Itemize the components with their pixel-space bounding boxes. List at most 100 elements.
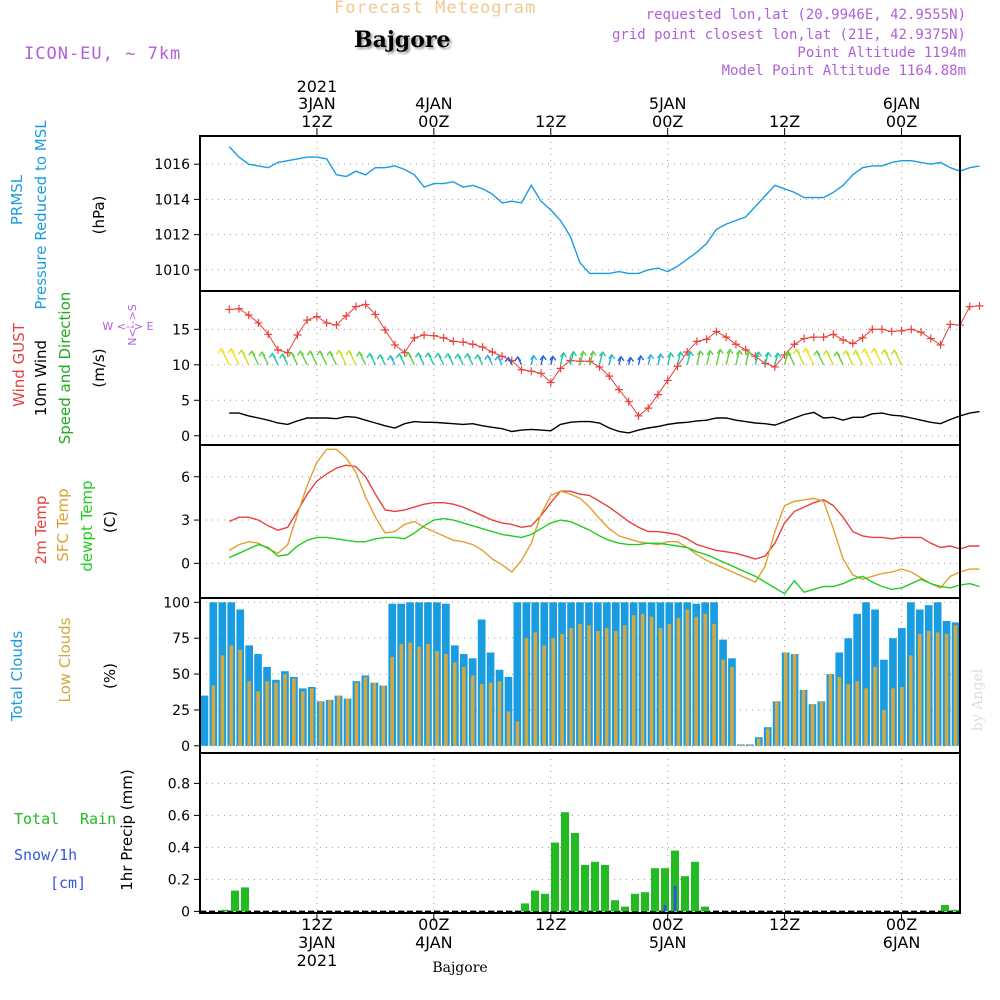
total-cloud-bar bbox=[209, 602, 218, 746]
low-cloud-bar bbox=[757, 738, 761, 746]
rain-bar bbox=[951, 909, 959, 912]
low-cloud-bar bbox=[372, 682, 377, 746]
low-cloud-bar bbox=[435, 651, 439, 746]
wind-arrow-head bbox=[268, 352, 276, 358]
gust-point bbox=[254, 318, 263, 327]
low-cloud-bar bbox=[301, 691, 305, 746]
gust-point bbox=[273, 345, 282, 354]
dewpt-line bbox=[228, 517, 980, 595]
total-rain-label: Total bbox=[14, 810, 59, 828]
gust-point bbox=[887, 327, 896, 336]
gust-point bbox=[478, 343, 487, 352]
wind-arrow-head bbox=[386, 354, 395, 361]
low-cloud-bar bbox=[229, 645, 234, 746]
y-tick-label: 10 bbox=[172, 358, 190, 374]
low-cloud-bar bbox=[256, 691, 260, 746]
panel-frame bbox=[199, 752, 961, 914]
rain-bar bbox=[521, 903, 529, 912]
wind-arrow-head bbox=[696, 349, 704, 356]
low-cloud-bar bbox=[622, 625, 627, 746]
time-label-top-day: 5JAN bbox=[649, 94, 687, 113]
gust-point bbox=[848, 339, 857, 348]
y-tick-label: 0.8 bbox=[168, 776, 190, 792]
gust-point bbox=[722, 333, 731, 342]
low-cloud-bar bbox=[506, 711, 511, 746]
wind-arrow bbox=[705, 350, 711, 365]
low-cloud-bar bbox=[909, 655, 913, 746]
low-cloud-bar bbox=[283, 674, 287, 746]
gust-point bbox=[332, 321, 341, 330]
y-tick-label: 0 bbox=[181, 739, 190, 755]
low-cloud-bar bbox=[694, 616, 698, 746]
gust-point bbox=[322, 318, 331, 327]
wind-arrow-head bbox=[579, 350, 587, 356]
gust-point bbox=[420, 331, 429, 339]
snow-label: Snow/1h bbox=[14, 846, 77, 864]
snow-bar bbox=[673, 885, 677, 912]
low-cloud-bar bbox=[792, 654, 797, 746]
y-tick-label: 50 bbox=[172, 667, 190, 683]
low-cloud-bar bbox=[542, 645, 546, 746]
wind-arrow-head bbox=[529, 354, 538, 361]
wind-arrow-head bbox=[735, 349, 743, 356]
time-label-bottom-day: 4JAN bbox=[415, 933, 453, 952]
sfc-temp-line bbox=[228, 448, 980, 589]
low-cloud-bar bbox=[426, 643, 430, 746]
snow-bar bbox=[663, 905, 667, 912]
gust-point bbox=[537, 369, 546, 378]
gust-point bbox=[605, 372, 614, 381]
low-cloud-bar bbox=[846, 684, 850, 746]
gust-point bbox=[858, 333, 867, 342]
time-label-bottom-hour: 00Z bbox=[886, 915, 917, 934]
wind-arrow-head bbox=[569, 350, 578, 357]
rain-bar bbox=[681, 876, 689, 912]
gust-point bbox=[225, 305, 234, 314]
rain-bar bbox=[691, 861, 699, 912]
wind-arrow-head bbox=[890, 348, 898, 355]
low-cloud-bar bbox=[882, 709, 886, 746]
gust-point bbox=[946, 320, 955, 329]
low-cloud-bar bbox=[891, 688, 895, 746]
gust-point bbox=[936, 340, 945, 349]
wind-arrow bbox=[589, 351, 594, 365]
wind-arrow-head bbox=[504, 356, 512, 363]
wind-arrow-head bbox=[258, 351, 266, 357]
gust-point bbox=[809, 333, 818, 342]
wind-arrow-head bbox=[296, 349, 305, 356]
time-label-top-hour: 12Z bbox=[301, 112, 332, 131]
wind-arrow-head bbox=[366, 352, 374, 358]
low-cloud-bar bbox=[900, 687, 904, 746]
wind-dir-label: Speed and Direction bbox=[56, 292, 74, 445]
low-cloud-bar bbox=[310, 688, 314, 746]
low-cloud-bar bbox=[935, 632, 940, 746]
y-tick-label: 0 bbox=[181, 429, 190, 445]
wind-arrow-head bbox=[784, 349, 792, 356]
wind-arrow-head bbox=[444, 352, 452, 359]
wind-arrow-head bbox=[599, 351, 607, 357]
rain-bar bbox=[701, 906, 709, 912]
pressure-line bbox=[228, 146, 980, 275]
low-cloud-bar bbox=[327, 699, 332, 746]
gust-point bbox=[459, 338, 468, 347]
rain-bar bbox=[631, 893, 639, 912]
gust-point bbox=[244, 311, 253, 320]
y-tick-label: 1016 bbox=[154, 157, 190, 173]
wind-arrow bbox=[725, 349, 731, 365]
time-label-bottom-day: 5JAN bbox=[649, 933, 687, 952]
low-cloud-bar bbox=[515, 721, 520, 746]
total-cloud-bar bbox=[853, 613, 861, 746]
rain-bar bbox=[651, 868, 659, 912]
temp-2m-line bbox=[228, 464, 980, 560]
wind-arrow-head bbox=[306, 349, 314, 356]
wind-arrow bbox=[569, 351, 575, 365]
gust-point bbox=[926, 334, 935, 343]
low-cloud-bar bbox=[685, 609, 690, 746]
wind-arrow bbox=[686, 351, 692, 365]
low-cloud-bar bbox=[444, 654, 448, 746]
wind-arrow-head bbox=[424, 352, 432, 358]
gust-point bbox=[829, 330, 838, 339]
low-cloud-bar bbox=[873, 666, 877, 746]
wind-arrow bbox=[559, 352, 565, 365]
gust-point bbox=[449, 337, 458, 346]
